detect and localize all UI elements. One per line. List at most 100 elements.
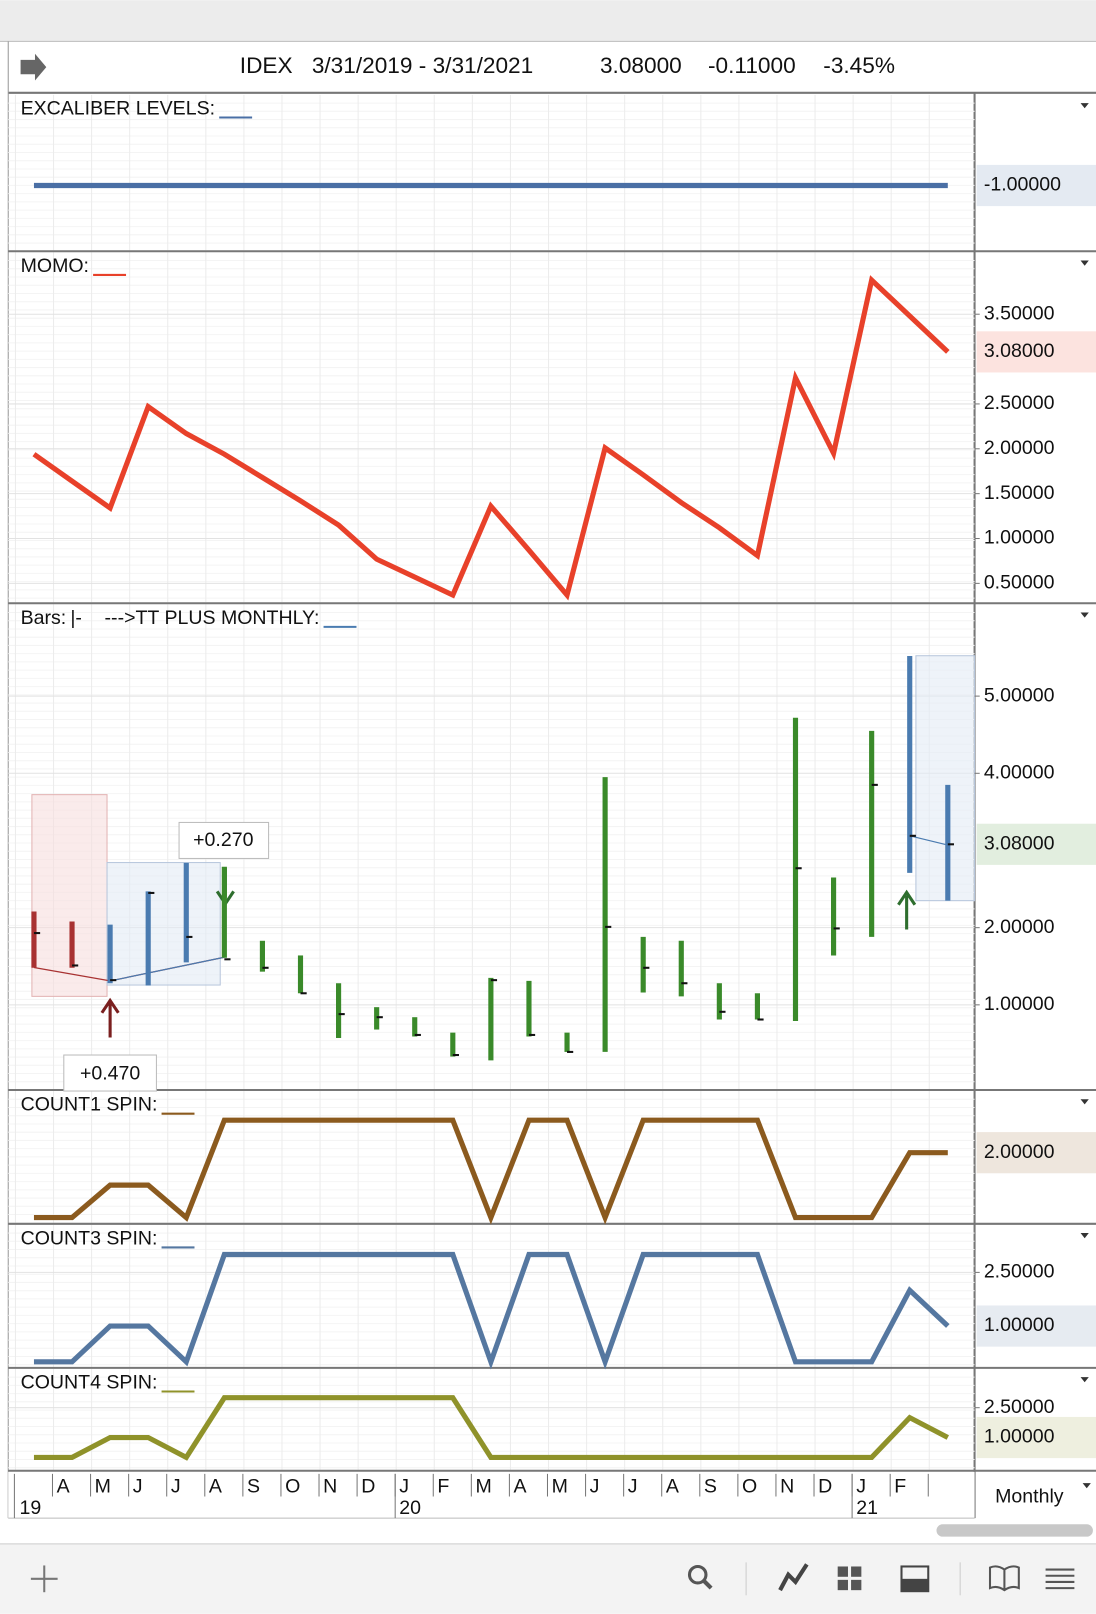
x-tick-label: M	[475, 1475, 491, 1497]
search-button[interactable]	[687, 1564, 713, 1590]
y-tick-label: 2.00000	[984, 437, 1055, 459]
x-tick-label: M	[95, 1475, 111, 1497]
chart-style-button[interactable]	[778, 1563, 809, 1592]
panel-menu-icon[interactable]	[1080, 612, 1089, 618]
last-value-label: 3.08000	[984, 340, 1055, 362]
x-tick-label: N	[323, 1475, 337, 1497]
y-tick-label: 2.50000	[984, 1261, 1055, 1283]
last-value-label: 1.00000	[984, 1314, 1055, 1336]
study-line	[109, 956, 225, 982]
y-tick-label: 1.00000	[984, 993, 1055, 1015]
symbol: IDEX	[240, 53, 293, 78]
panel-menu-icon[interactable]	[1080, 260, 1089, 266]
x-tick-label: J	[133, 1475, 143, 1497]
panel-title: Bars:	[21, 607, 67, 629]
arrow-icon	[20, 53, 47, 81]
x-tick-label: D	[818, 1475, 832, 1497]
toolbar	[0, 1543, 1096, 1614]
grid-icon	[837, 1566, 848, 1577]
x-tick-label: F	[437, 1475, 449, 1497]
top-bar	[0, 0, 1096, 42]
x-tick-label: A	[666, 1475, 679, 1497]
y-tick-label: 4.00000	[984, 761, 1055, 783]
last-value-label: 3.08000	[984, 832, 1055, 854]
x-tick-label: A	[209, 1475, 222, 1497]
last-value-label: 1.00000	[984, 1426, 1055, 1448]
year-label: 20	[399, 1497, 421, 1519]
y-tick-label: 0.50000	[984, 572, 1055, 594]
last-value-tag	[976, 1305, 1096, 1347]
bar-style-label: |-	[70, 607, 82, 629]
search-icon	[702, 1579, 713, 1590]
study-label: --->TT PLUS MONTHLY:	[105, 607, 320, 629]
percent-change: -3.45%	[823, 53, 895, 78]
year-label: 19	[20, 1497, 42, 1519]
x-tick-label: A	[514, 1475, 527, 1497]
x-tick-label: D	[361, 1475, 375, 1497]
last-value-tag	[976, 164, 1096, 207]
x-tick-label: A	[57, 1475, 70, 1497]
signal-box	[106, 862, 221, 986]
book-button[interactable]	[988, 1565, 1020, 1592]
annotation-label: +0.270	[193, 829, 253, 851]
series-line	[32, 275, 950, 601]
x-tick-label: J	[399, 1475, 409, 1497]
background-layer	[8, 94, 976, 1519]
menu-button[interactable]	[1045, 1568, 1075, 1590]
y-tick-label: 3.50000	[984, 302, 1055, 324]
last-value-tag	[976, 331, 1096, 373]
study-line	[909, 835, 948, 846]
signal-arrow	[100, 997, 120, 1038]
x-tick-label: J	[628, 1475, 638, 1497]
panel-title: EXCALIBER LEVELS:	[21, 97, 215, 119]
layout-button[interactable]	[837, 1566, 862, 1591]
period-dropdown-icon[interactable]	[1082, 1483, 1091, 1489]
year-label: 21	[856, 1497, 878, 1519]
y-tick-label: 1.50000	[984, 482, 1055, 504]
y-tick-label: 2.00000	[984, 916, 1055, 938]
x-tick-label: O	[742, 1475, 757, 1497]
series-line	[33, 1251, 950, 1370]
forward-button[interactable]	[20, 53, 47, 81]
last-value-label: 2.00000	[984, 1141, 1055, 1163]
y-tick-label: 2.50000	[984, 1396, 1055, 1418]
plot-layer: EXCALIBER LEVELS: -1.00000 0.50000 1.00000 1…	[8, 97, 1096, 1519]
grid-icon	[837, 1579, 848, 1591]
last-price: 3.08000	[600, 53, 682, 78]
panel-title: COUNT3 SPIN:	[21, 1227, 158, 1249]
add-button[interactable]	[30, 1565, 58, 1593]
x-tick-label: S	[704, 1475, 717, 1497]
x-tick-label: F	[894, 1475, 906, 1497]
x-tick-label: J	[590, 1475, 600, 1497]
last-value-tag	[976, 1416, 1096, 1459]
panel-menu-icon[interactable]	[1080, 1099, 1089, 1105]
panel-menu-icon[interactable]	[1080, 103, 1089, 109]
x-tick-label: S	[247, 1475, 260, 1497]
panel-menu-icon[interactable]	[1080, 1233, 1089, 1239]
panel-icon	[901, 1578, 929, 1592]
panel-menu-icon[interactable]	[1080, 1377, 1089, 1383]
annotation-box	[178, 821, 270, 859]
signal-box	[31, 794, 108, 997]
annotation-box	[63, 1054, 157, 1092]
signal-arrow	[897, 889, 917, 930]
period-selector[interactable]: Monthly	[995, 1486, 1064, 1508]
panel-title: COUNT1 SPIN:	[21, 1094, 158, 1116]
x-tick-label: N	[780, 1475, 794, 1497]
x-tick-label: O	[285, 1475, 300, 1497]
series-line	[33, 1395, 949, 1461]
x-tick-label: J	[856, 1475, 866, 1497]
y-tick-label: 2.50000	[984, 392, 1055, 414]
grid-icon	[851, 1566, 862, 1577]
grid-icon	[851, 1579, 862, 1591]
scrollbar[interactable]	[936, 1524, 1093, 1537]
x-tick-label: J	[171, 1475, 181, 1497]
search-icon	[687, 1564, 708, 1585]
panel-button[interactable]	[900, 1565, 930, 1593]
price-change: -0.11000	[708, 53, 796, 78]
x-tick-label: M	[552, 1475, 568, 1497]
panel-title: COUNT4 SPIN:	[21, 1371, 158, 1393]
y-tick-label: 1.00000	[984, 527, 1055, 549]
